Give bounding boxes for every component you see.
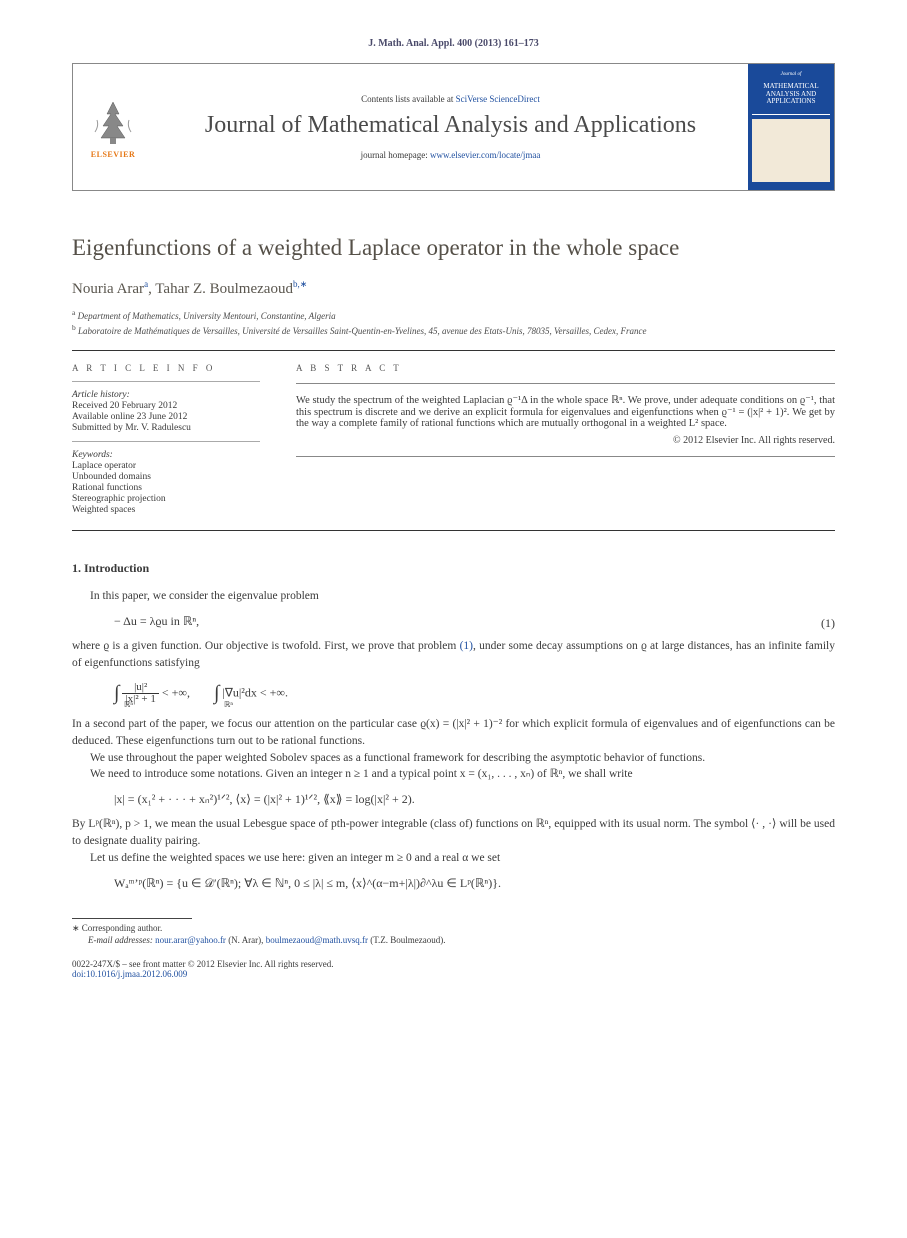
email-1-who: (N. Arar), [226, 935, 266, 945]
abstract-col: A B S T R A C T We study the spectrum of… [296, 363, 835, 516]
sciencedirect-link[interactable]: SciVerse ScienceDirect [456, 94, 540, 104]
journal-cover-thumb: Journal of MATHEMATICAL ANALYSIS AND APP… [748, 64, 834, 190]
received-line: Received 20 February 2012 [72, 401, 260, 411]
homepage-line: journal homepage: www.elsevier.com/locat… [161, 150, 740, 160]
equation-2: ∫ℝⁿ |u|² |x|² + 1 < +∞, ∫ℝⁿ |∇u|²dx < +∞… [114, 679, 835, 708]
article-info-head: A R T I C L E I N F O [72, 363, 260, 373]
equation-1: − Δu = λϱu in ℝⁿ, (1) [114, 613, 835, 630]
keyword-2: Rational functions [72, 483, 260, 493]
elsevier-label: ELSEVIER [91, 150, 135, 159]
online-line: Available online 23 June 2012 [72, 412, 260, 422]
authors-line: Nouria Arara, Tahar Z. Boulmezaoudb,∗ [72, 279, 835, 298]
submitted-line: Submitted by Mr. V. Radulescu [72, 423, 260, 433]
corresponding-marker: ∗ [300, 279, 308, 289]
info-rule-1 [72, 381, 260, 382]
cover-title: MATHEMATICAL ANALYSIS AND APPLICATIONS [752, 83, 830, 106]
para-6: By Lᵖ(ℝⁿ), p > 1, we mean the usual Lebe… [72, 816, 835, 849]
contents-prefix: Contents lists available at [361, 94, 455, 104]
author-2-aff: b, [293, 279, 300, 289]
homepage-link[interactable]: www.elsevier.com/locate/jmaa [430, 150, 540, 160]
cover-body [752, 119, 830, 182]
article-info-col: A R T I C L E I N F O Article history: R… [72, 363, 260, 516]
bottom-block: 0022-247X/$ – see front matter © 2012 El… [72, 959, 835, 979]
journal-header: ELSEVIER Contents lists available at Sci… [72, 63, 835, 191]
issn-line: 0022-247X/$ – see front matter © 2012 El… [72, 959, 835, 969]
abstract-head: A B S T R A C T [296, 363, 835, 373]
author-2: Tahar Z. Boulmezaoud [155, 281, 293, 297]
eq1-content: − Δu = λϱu in ℝⁿ, [114, 614, 199, 628]
integral-2-icon: ∫ℝⁿ [214, 679, 219, 708]
eq1-number: (1) [821, 615, 835, 632]
para-4: We use throughout the paper weighted Sob… [72, 750, 835, 767]
elsevier-tree-icon [87, 96, 139, 148]
doi-line: doi:10.1016/j.jmaa.2012.06.009 [72, 969, 835, 979]
journal-name: Journal of Mathematical Analysis and App… [161, 112, 740, 140]
author-1-aff: a [144, 279, 148, 289]
affiliation-a: a Department of Mathematics, University … [72, 308, 835, 321]
equation-3: |x| = (x₁² + · · · + xₙ²)¹ᐟ², ⟨x⟩ = (|x|… [114, 791, 835, 808]
affiliation-a-text: Department of Mathematics, University Me… [78, 311, 336, 321]
elsevier-logo: ELSEVIER [73, 64, 153, 190]
para-1: In this paper, we consider the eigenvalu… [72, 588, 835, 605]
para-7: Let us define the weighted spaces we use… [72, 850, 835, 867]
cover-supertitle: Journal of [752, 72, 830, 77]
email-2-who: (T.Z. Boulmezaoud). [368, 935, 446, 945]
affiliation-b-text: Laboratoire de Mathématiques de Versaill… [78, 326, 647, 336]
keyword-3: Stereographic projection [72, 494, 260, 504]
rule-top [72, 350, 835, 351]
footnote-rule [72, 918, 192, 919]
int1-domain: ℝⁿ [124, 699, 133, 711]
equation-4: Wₐᵐ’ᵖ(ℝⁿ) = {u ∈ 𝒟′(ℝⁿ); ∀λ ∈ ℕⁿ, 0 ≤ |λ… [114, 875, 835, 892]
int2-domain: ℝⁿ [224, 699, 233, 711]
ref-eq1-link[interactable]: (1) [460, 640, 473, 652]
doi-label-link[interactable]: doi: [72, 969, 86, 979]
corresponding-note: ∗ Corresponding author. [72, 923, 835, 934]
keyword-1: Unbounded domains [72, 472, 260, 482]
affiliation-b: b Laboratoire de Mathématiques de Versai… [72, 323, 835, 336]
abstract-rule-1 [296, 383, 835, 384]
para-2: where ϱ is a given function. Our objecti… [72, 638, 835, 671]
para-5: We need to introduce some notations. Giv… [72, 766, 835, 783]
rule-bottom [72, 530, 835, 531]
para-3: In a second part of the paper, we focus … [72, 716, 835, 749]
keywords-label: Keywords: [72, 450, 113, 460]
contents-line: Contents lists available at SciVerse Sci… [161, 94, 740, 104]
abstract-rule-2 [296, 456, 835, 457]
header-center: Contents lists available at SciVerse Sci… [153, 64, 748, 190]
doi-link[interactable]: 10.1016/j.jmaa.2012.06.009 [86, 969, 187, 979]
eq2-part2: |∇u|²dx < +∞. [222, 686, 288, 700]
abstract-text: We study the spectrum of the weighted La… [296, 394, 835, 429]
citation-line: J. Math. Anal. Appl. 400 (2013) 161–173 [72, 38, 835, 49]
email-2-link[interactable]: boulmezaoud@math.uvsq.fr [266, 935, 368, 945]
history-label: Article history: [72, 390, 130, 400]
homepage-prefix: journal homepage: [361, 150, 430, 160]
section-1-head: 1. Introduction [72, 561, 835, 576]
email-label: E-mail addresses: [88, 935, 153, 945]
body-text: In this paper, we consider the eigenvalu… [72, 588, 835, 892]
para-2a: where ϱ is a given function. Our objecti… [72, 640, 460, 652]
keyword-0: Laplace operator [72, 461, 260, 471]
meta-row: A R T I C L E I N F O Article history: R… [72, 363, 835, 516]
email-line: E-mail addresses: nour.arar@yahoo.fr (N.… [72, 935, 835, 945]
abstract-copyright: © 2012 Elsevier Inc. All rights reserved… [296, 435, 835, 446]
email-1-link[interactable]: nour.arar@yahoo.fr [155, 935, 226, 945]
article-title: Eigenfunctions of a weighted Laplace ope… [72, 235, 835, 261]
keyword-4: Weighted spaces [72, 505, 260, 515]
eq2-lt1: < +∞, [162, 686, 190, 700]
integral-1-icon: ∫ℝⁿ [114, 679, 119, 708]
footnotes: ∗ Corresponding author. E-mail addresses… [72, 923, 835, 945]
info-rule-2 [72, 441, 260, 442]
author-1: Nouria Arar [72, 281, 144, 297]
